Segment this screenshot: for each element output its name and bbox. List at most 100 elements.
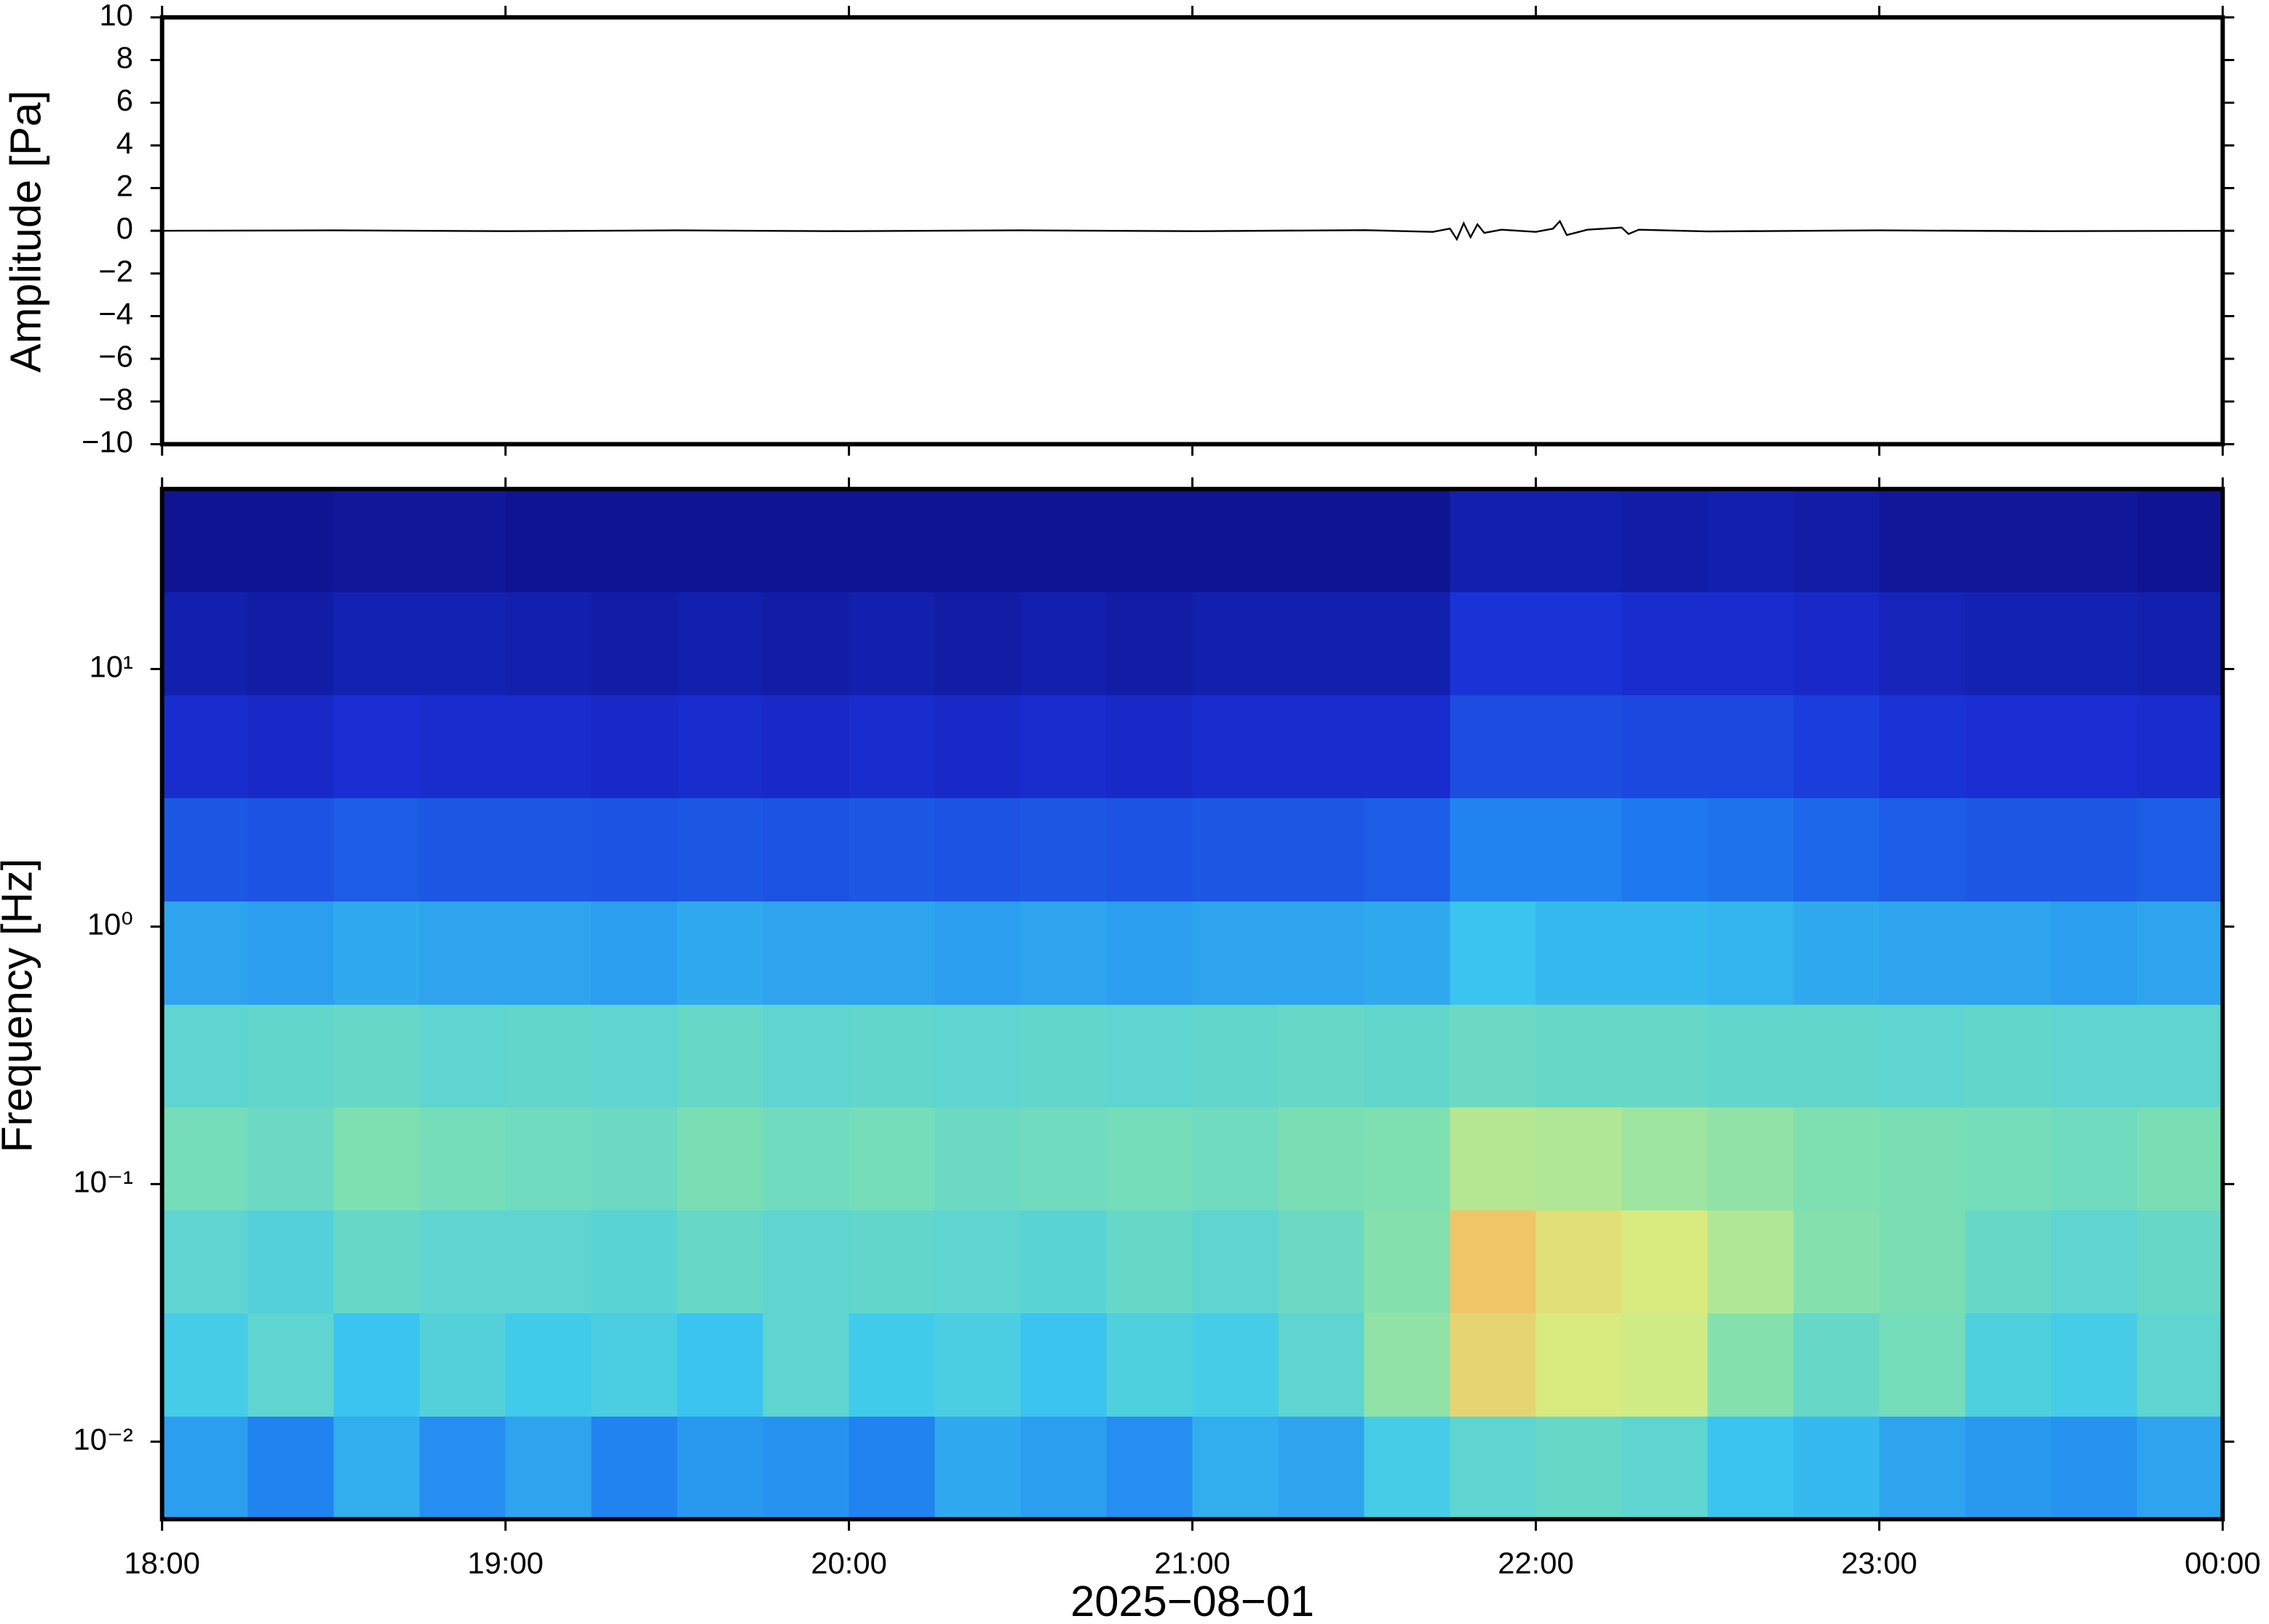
spectrogram-cell <box>1278 1415 1365 1520</box>
spectrogram-cell <box>1364 489 1451 592</box>
spectrogram-cell <box>849 1313 936 1417</box>
spectrogram-cell <box>419 1313 506 1417</box>
spectrogram-cell <box>1793 1209 1880 1314</box>
spectrogram-cell <box>1965 1106 2052 1211</box>
spectrogram-cell <box>1106 694 1193 799</box>
spectrogram-cell <box>849 1004 936 1107</box>
x-tick-label: 18:00 <box>124 1546 199 1580</box>
spectrogram-cell <box>247 1313 335 1417</box>
spectrogram-cell <box>1364 1004 1451 1107</box>
spectrogram-cell <box>677 1313 764 1417</box>
spectrogram-cell <box>1535 797 1623 901</box>
y-tick-label: 4 <box>116 126 133 160</box>
spectrogram-cell <box>1106 900 1193 1006</box>
spectrogram-cell <box>591 1004 678 1107</box>
spectrogram-cell <box>1364 591 1451 696</box>
spectrogram-cell <box>2137 1106 2224 1211</box>
spectrogram-cell <box>2051 1004 2138 1107</box>
spectrogram-cell <box>1535 591 1623 696</box>
spectrogram-cell <box>2137 489 2224 592</box>
spectrogram-cell <box>1621 694 1709 799</box>
spectrogram-cell <box>505 797 592 901</box>
spectrogram-cell <box>849 797 936 901</box>
spectrogram-cell <box>1535 1004 1623 1107</box>
spectrogram-cell <box>1879 797 1966 901</box>
spectrogram-cell <box>333 489 421 592</box>
y-tick-label: 8 <box>116 41 133 75</box>
spectrogram-cell <box>763 591 850 696</box>
spectrogram-cell <box>763 900 850 1006</box>
spectrogram-cell <box>505 694 592 799</box>
spectrogram-cell <box>763 797 850 901</box>
spectrogram-cell <box>1707 694 1795 799</box>
spectrogram-cell <box>934 1415 1022 1520</box>
x-tick-label: 00:00 <box>2185 1546 2260 1580</box>
spectrogram-cell <box>1793 1004 1880 1107</box>
spectrogram-cell <box>849 1415 936 1520</box>
spectrogram-cell <box>1965 1313 2052 1417</box>
spectrogram-cell <box>333 797 421 901</box>
spectrogram-cell <box>677 900 764 1006</box>
spectrogram-cell <box>162 591 249 696</box>
spectrogram-cell <box>162 1313 249 1417</box>
spectrogram-cell <box>2051 694 2138 799</box>
spectrogram-cell <box>1020 1415 1108 1520</box>
spectrogram-cell <box>162 694 249 799</box>
spectrogram-cell <box>763 1004 850 1107</box>
spectrogram-cell <box>1106 1313 1193 1417</box>
y-axis-title: Frequency [Hz] <box>0 859 41 1153</box>
spectrogram-cell <box>1020 797 1108 901</box>
spectrogram-cell <box>1879 1004 1966 1107</box>
spectrogram-cell <box>1106 1106 1193 1211</box>
spectrogram-cell <box>591 591 678 696</box>
spectrogram-cell <box>1450 1415 1537 1520</box>
spectrogram-cell <box>849 591 936 696</box>
spectrogram-cell <box>1020 694 1108 799</box>
spectrogram-cell <box>677 1415 764 1520</box>
spectrogram-cell <box>1965 1004 2052 1107</box>
spectrogram-cell <box>934 591 1022 696</box>
spectrogram-cell <box>1020 1106 1108 1211</box>
spectrogram-cell <box>247 1415 335 1520</box>
spectrogram-cell <box>763 1313 850 1417</box>
spectrogram-cell <box>934 694 1022 799</box>
spectrogram-cell <box>1364 900 1451 1006</box>
x-tick-label: 19:00 <box>467 1546 543 1580</box>
y-tick-label: −8 <box>98 382 133 416</box>
spectrogram-cell <box>247 1004 335 1107</box>
spectrogram-cell <box>763 1415 850 1520</box>
spectrogram-cell <box>849 1209 936 1314</box>
spectrogram-cell <box>1364 694 1451 799</box>
y-tick-label: 10⁻² <box>73 1422 133 1456</box>
spectrogram-cell <box>1965 797 2052 901</box>
spectrogram-cell <box>333 591 421 696</box>
spectrogram-cell <box>934 797 1022 901</box>
waveform-line <box>162 219 2223 242</box>
spectrogram-cell <box>247 900 335 1006</box>
spectrogram-cell <box>934 1004 1022 1107</box>
spectrogram-cell <box>1879 694 1966 799</box>
spectrogram-cell <box>2051 1415 2138 1520</box>
x-axis-title: 2025−08−01 <box>1070 1577 1314 1624</box>
spectrogram-cell <box>419 1004 506 1107</box>
spectrogram-cell <box>1106 1415 1193 1520</box>
spectrogram-cell <box>1278 1313 1365 1417</box>
spectrogram-cell <box>1621 1004 1709 1107</box>
spectrogram-cell <box>1621 489 1709 592</box>
spectrogram-cell <box>247 1106 335 1211</box>
spectrogram-cell <box>1965 1209 2052 1314</box>
spectrogram-cell <box>2051 1106 2138 1211</box>
spectrogram-cell <box>1450 1106 1537 1211</box>
y-tick-label: 2 <box>116 169 133 203</box>
spectrogram-cell <box>1192 591 1279 696</box>
spectrogram-cell <box>162 797 249 901</box>
spectrogram-cell <box>1450 797 1537 901</box>
spectrogram-cell <box>1621 900 1709 1006</box>
spectrogram-cell <box>2137 900 2224 1006</box>
spectrogram-cell <box>162 1415 249 1520</box>
spectrogram-cell <box>1192 1106 1279 1211</box>
y-tick-label: 10¹ <box>90 650 133 684</box>
spectrogram-cell <box>1192 489 1279 592</box>
